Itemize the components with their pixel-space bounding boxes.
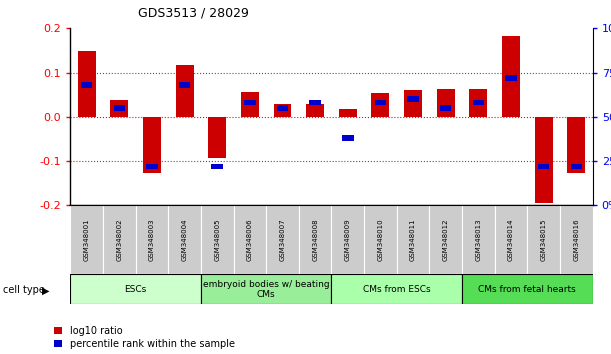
Text: CMs from fetal hearts: CMs from fetal hearts bbox=[478, 285, 576, 294]
Text: ESCs: ESCs bbox=[125, 285, 147, 294]
Bar bbox=[538, 164, 549, 169]
Bar bbox=[274, 104, 291, 117]
Bar bbox=[397, 205, 430, 274]
Text: GSM348011: GSM348011 bbox=[410, 218, 416, 261]
Bar bbox=[299, 205, 331, 274]
Text: GSM348004: GSM348004 bbox=[181, 218, 188, 261]
Bar bbox=[440, 105, 452, 111]
Bar bbox=[175, 65, 194, 117]
Bar bbox=[241, 92, 259, 117]
Bar bbox=[462, 274, 593, 304]
Text: GSM348008: GSM348008 bbox=[312, 218, 318, 261]
Bar bbox=[331, 274, 462, 304]
Bar bbox=[404, 90, 422, 117]
Text: GSM348013: GSM348013 bbox=[475, 218, 481, 261]
Bar bbox=[244, 100, 255, 105]
Bar bbox=[168, 205, 201, 274]
Bar bbox=[560, 205, 593, 274]
Text: GSM348001: GSM348001 bbox=[84, 218, 90, 261]
Text: embryoid bodies w/ beating
CMs: embryoid bodies w/ beating CMs bbox=[203, 280, 329, 299]
Bar bbox=[430, 205, 462, 274]
Bar bbox=[502, 36, 520, 117]
Bar bbox=[505, 75, 517, 81]
Bar bbox=[342, 135, 354, 141]
Bar bbox=[277, 105, 288, 111]
Bar bbox=[211, 164, 223, 169]
Bar bbox=[103, 205, 136, 274]
Bar bbox=[339, 109, 357, 117]
Bar bbox=[146, 164, 158, 169]
Bar bbox=[110, 100, 128, 117]
Bar bbox=[364, 205, 397, 274]
Bar bbox=[208, 117, 226, 158]
Bar bbox=[469, 89, 488, 117]
Text: GSM348007: GSM348007 bbox=[279, 218, 285, 261]
Text: GSM348003: GSM348003 bbox=[149, 218, 155, 261]
Bar bbox=[201, 205, 233, 274]
Text: GSM348002: GSM348002 bbox=[116, 218, 122, 261]
Bar bbox=[571, 164, 582, 169]
Text: GDS3513 / 28029: GDS3513 / 28029 bbox=[138, 6, 249, 19]
Text: GSM348015: GSM348015 bbox=[541, 218, 547, 261]
Bar bbox=[201, 274, 331, 304]
Bar bbox=[179, 82, 190, 88]
Text: GSM348009: GSM348009 bbox=[345, 218, 351, 261]
Bar bbox=[473, 100, 484, 105]
Bar bbox=[408, 97, 419, 102]
Bar bbox=[70, 274, 201, 304]
Bar bbox=[495, 205, 527, 274]
Text: GSM348016: GSM348016 bbox=[573, 218, 579, 261]
Bar bbox=[114, 105, 125, 111]
Bar bbox=[266, 205, 299, 274]
Bar bbox=[78, 51, 95, 117]
Bar bbox=[306, 104, 324, 117]
Bar bbox=[527, 205, 560, 274]
Text: GSM348005: GSM348005 bbox=[214, 218, 220, 261]
Text: cell type: cell type bbox=[3, 285, 45, 295]
Bar bbox=[568, 117, 585, 173]
Text: GSM348010: GSM348010 bbox=[378, 218, 384, 261]
Bar bbox=[309, 100, 321, 105]
Bar bbox=[70, 205, 103, 274]
Bar bbox=[143, 117, 161, 173]
Bar bbox=[375, 100, 386, 105]
Text: ▶: ▶ bbox=[42, 285, 49, 295]
Bar bbox=[462, 205, 495, 274]
Bar bbox=[233, 205, 266, 274]
Bar bbox=[331, 205, 364, 274]
Text: GSM348014: GSM348014 bbox=[508, 218, 514, 261]
Legend: log10 ratio, percentile rank within the sample: log10 ratio, percentile rank within the … bbox=[54, 326, 235, 349]
Text: GSM348012: GSM348012 bbox=[443, 218, 448, 261]
Bar bbox=[535, 117, 553, 203]
Text: GSM348006: GSM348006 bbox=[247, 218, 253, 261]
Bar bbox=[81, 82, 92, 88]
Bar bbox=[371, 93, 389, 117]
Bar bbox=[136, 205, 168, 274]
Bar bbox=[437, 90, 455, 117]
Text: CMs from ESCs: CMs from ESCs bbox=[363, 285, 431, 294]
